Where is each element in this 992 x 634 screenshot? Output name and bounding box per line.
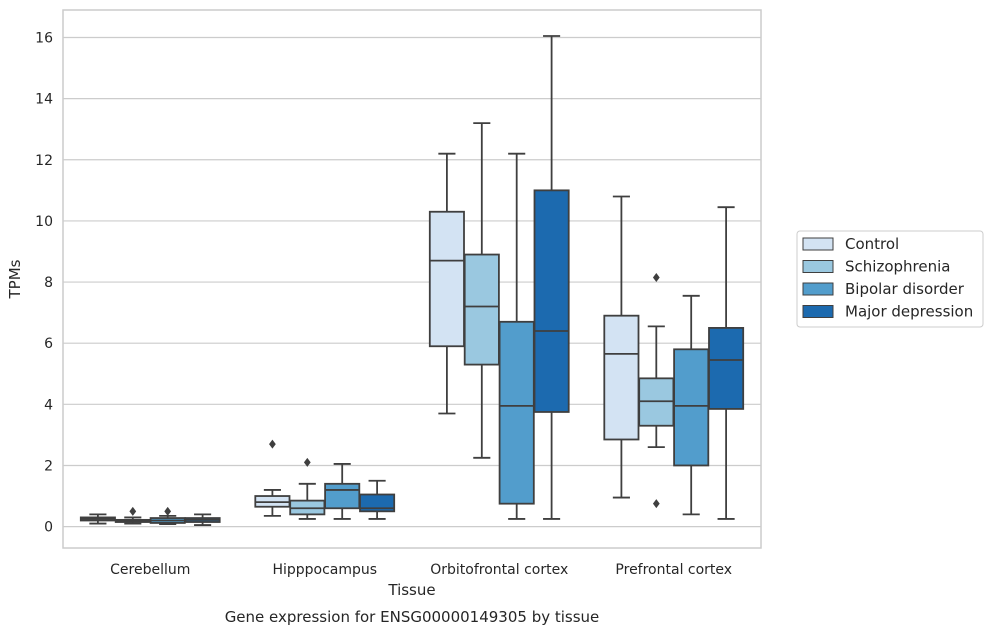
box-plot — [359, 479, 396, 520]
box-plot — [184, 513, 221, 526]
category-group — [79, 506, 221, 526]
legend-label: Major depression — [845, 303, 973, 321]
legend: Control Schizophrenia Bipolar disorder Majo… — [796, 230, 984, 328]
box-groups — [79, 35, 745, 526]
x-tick-label: Prefrontal cortex — [615, 562, 732, 578]
y-tick-label: 6 — [44, 336, 53, 352]
category-group — [603, 195, 745, 520]
box-iqr — [533, 189, 570, 413]
box-iqr — [359, 493, 396, 513]
box-plot — [289, 457, 326, 520]
legend-swatch — [802, 282, 834, 296]
y-tick-labels: 0 2 4 6 8 10 12 14 16 — [35, 31, 53, 536]
box-plot — [498, 152, 535, 520]
box-iqr — [324, 482, 361, 510]
y-tick-label: 4 — [44, 397, 53, 413]
y-tick-label: 16 — [35, 31, 53, 47]
box-plot — [708, 206, 745, 520]
plot-frame — [62, 9, 762, 549]
legend-label: Control — [845, 235, 899, 253]
gridlines — [63, 36, 761, 528]
category-group — [254, 439, 396, 520]
x-tick-label: Orbitofrontal cortex — [430, 562, 568, 578]
legend-frame — [796, 230, 984, 328]
y-axis-label: TPMs — [6, 259, 24, 299]
outlier-point — [164, 506, 172, 516]
outlier-point — [269, 439, 276, 449]
x-axis-label: Tissue — [387, 581, 435, 599]
y-tick-label: 2 — [44, 458, 53, 474]
box-plot — [428, 152, 465, 415]
chart-caption: Gene expression for ENSG00000149305 by t… — [225, 608, 600, 626]
outlier-point — [652, 272, 660, 282]
box-iqr — [603, 314, 640, 441]
outlier-point — [652, 499, 660, 509]
box-iqr — [708, 327, 745, 410]
outlier-point — [303, 457, 311, 467]
box-plot — [673, 294, 710, 516]
y-tick-label: 0 — [44, 520, 53, 536]
box-plot — [463, 122, 500, 459]
legend-swatch — [802, 305, 834, 318]
box-iqr — [428, 210, 465, 348]
box-iqr — [463, 253, 500, 366]
x-tick-labels: Cerebellum Hipppocampus Orbitofrontal cort… — [110, 562, 732, 578]
box-iqr — [673, 348, 710, 467]
y-tick-label: 10 — [35, 214, 53, 230]
legend-label: Bipolar disorder — [845, 280, 965, 298]
box-iqr — [498, 320, 535, 505]
category-group — [428, 35, 570, 520]
box-plot — [79, 513, 116, 525]
legend-label: Schizophrenia — [845, 258, 950, 276]
x-tick-label: Hipppocampus — [272, 562, 377, 578]
outlier-point — [129, 506, 137, 516]
x-tick-label: Cerebellum — [110, 562, 190, 578]
y-tick-label: 12 — [35, 153, 53, 169]
y-tick-label: 14 — [35, 92, 53, 108]
y-tick-label: 8 — [44, 275, 53, 291]
legend-swatch — [802, 260, 834, 273]
box-plot — [638, 272, 675, 509]
box-plot — [533, 35, 570, 520]
legend-swatch — [802, 237, 834, 251]
